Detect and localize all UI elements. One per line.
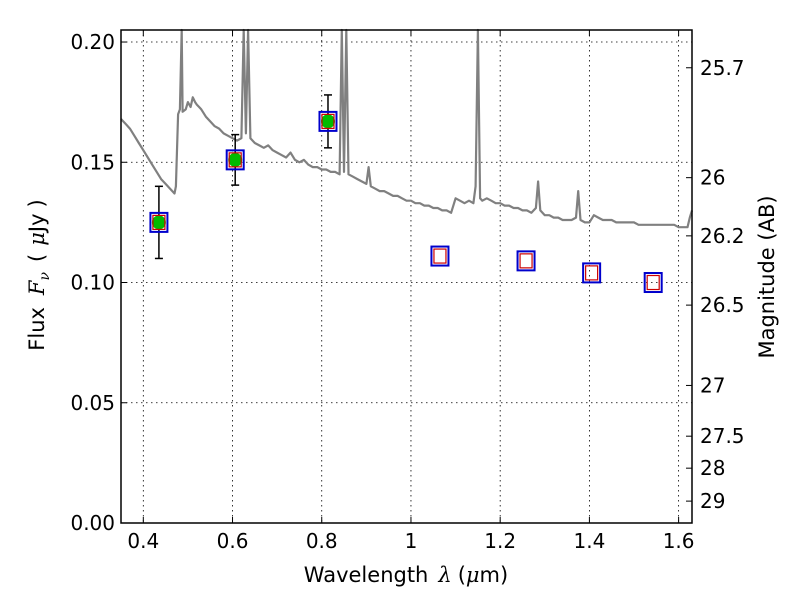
model-box bbox=[582, 262, 602, 284]
x-tick-label: 0.8 bbox=[306, 529, 338, 553]
y-tick-label: 0.10 bbox=[70, 271, 115, 295]
model-box bbox=[149, 211, 169, 233]
y-tick-label: 0.20 bbox=[70, 30, 115, 54]
x-tick-label: 0.4 bbox=[127, 529, 159, 553]
model-box bbox=[430, 245, 450, 267]
model-marker bbox=[433, 248, 447, 264]
spectrum-line bbox=[120, 28, 694, 229]
model-marker bbox=[519, 253, 533, 269]
model-marker bbox=[152, 214, 166, 230]
right-axis-tick-label: 26.5 bbox=[700, 293, 745, 317]
detection-points bbox=[151, 114, 335, 230]
y-axis-label-unit: Jy bbox=[25, 213, 49, 234]
right-axis-tick-label: 26 bbox=[700, 166, 725, 190]
grid-lines bbox=[121, 30, 692, 524]
x-tick-label: 0.6 bbox=[217, 529, 249, 553]
y-tick-label: 0.00 bbox=[70, 511, 115, 535]
y-tick-label: 0.15 bbox=[70, 150, 115, 174]
detection-point bbox=[151, 215, 166, 230]
model-marker bbox=[321, 113, 335, 129]
y-axis-label-unit-open: ( bbox=[25, 254, 49, 262]
x-axis-label-unit-close: m) bbox=[480, 563, 509, 587]
right-axis-tick-label: 27.5 bbox=[700, 424, 745, 448]
right-axis-tick-label: 26.2 bbox=[700, 224, 745, 248]
y-axis-label-symbol: F bbox=[25, 279, 49, 296]
y-axis-label-text: Flux bbox=[25, 307, 49, 351]
model-box bbox=[318, 110, 338, 132]
model-box bbox=[643, 272, 663, 294]
spectrum-series bbox=[120, 28, 694, 229]
model-box bbox=[225, 149, 245, 171]
axis-ticks bbox=[121, 30, 692, 524]
model-marker bbox=[646, 274, 660, 291]
y-axis-label: Flux Fν ( μJy) bbox=[25, 199, 53, 350]
model-photometry-points bbox=[149, 110, 663, 294]
x-tick-label: 1.6 bbox=[663, 529, 695, 553]
errorbars bbox=[154, 94, 332, 260]
x-axis-label-text: Wavelength bbox=[304, 563, 429, 587]
x-axis-label-unit-open: ( bbox=[458, 563, 466, 587]
right-axis-tick-label: 28 bbox=[700, 456, 725, 480]
right-axis-tick-label: 27 bbox=[700, 373, 725, 397]
x-tick-label: 1.4 bbox=[573, 529, 605, 553]
right-axis-tick-label: 25.7 bbox=[700, 56, 745, 80]
y-axis-label-unit-close: ) bbox=[25, 199, 49, 207]
y-tick-label: 0.05 bbox=[70, 391, 115, 415]
plot-frame bbox=[120, 29, 693, 524]
x-axis-label-symbol: λ bbox=[437, 563, 451, 587]
x-axis-label: Wavelength λ (μm) bbox=[304, 563, 508, 587]
right-axis-label: Magnitude (AB) bbox=[755, 195, 779, 358]
model-marker bbox=[228, 152, 242, 168]
y-axis-label-unit-mu: μ bbox=[25, 232, 49, 246]
model-box bbox=[516, 250, 536, 272]
y-axis-label-subscript: ν bbox=[37, 271, 53, 280]
detection-point bbox=[320, 114, 335, 129]
right-axis-tick-label: 29 bbox=[700, 489, 725, 513]
detection-point bbox=[228, 152, 243, 167]
x-axis-label-unit-mu: μ bbox=[466, 563, 480, 587]
x-tick-label: 1.2 bbox=[484, 529, 516, 553]
tick-labels: 0.4 0.6 0.8 1 1.2 1.4 1.6 0.00 0.05 0.10 0.15 0.20 2… bbox=[70, 30, 744, 553]
model-marker bbox=[585, 265, 599, 281]
x-tick-label: 1 bbox=[405, 529, 418, 553]
